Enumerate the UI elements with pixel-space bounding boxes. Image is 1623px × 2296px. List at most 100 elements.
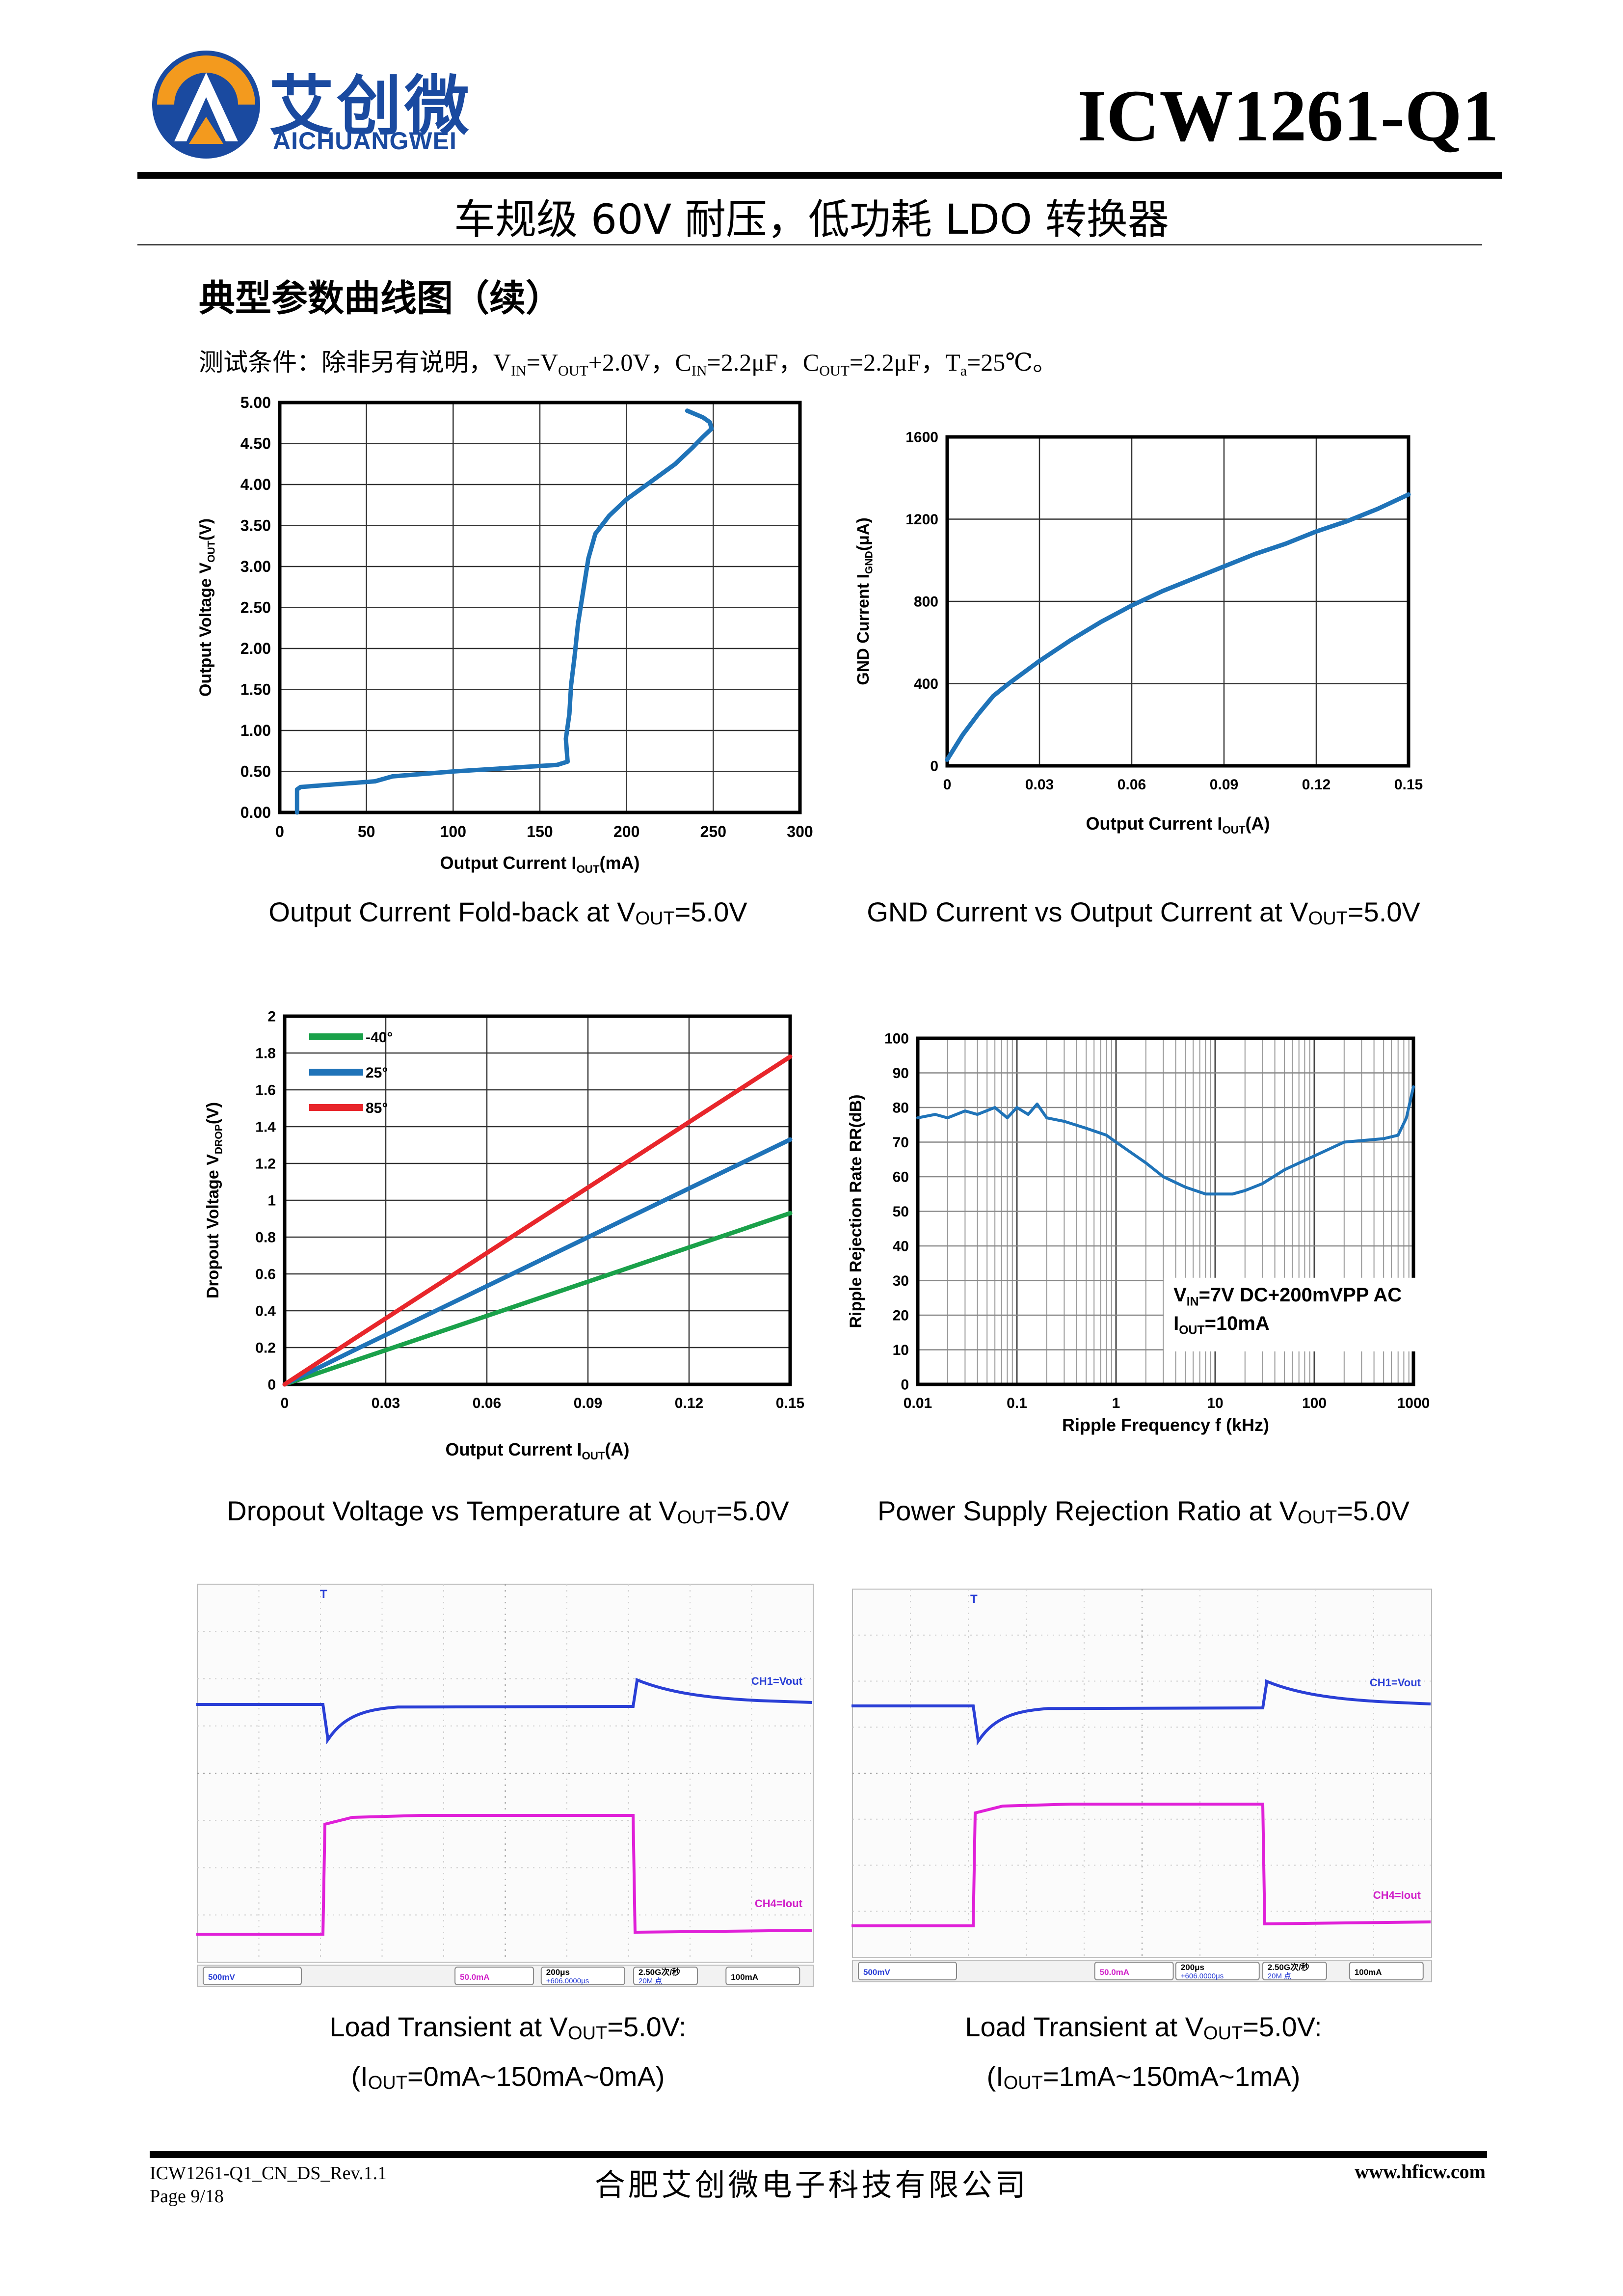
y-tick-label: 1.00 [240,722,271,739]
plot-frame [283,1014,792,1386]
footer-rule [150,2151,1487,2158]
logo-mark-icon [152,51,260,159]
y-tick-label: 60 [893,1169,909,1186]
company-name: 合肥艾创微电子科技有限公司 [594,2167,1029,2203]
scope-load-transient-2: T CH1=Vout CH4=Iout 500mV 50.0mA 200μs+606.00… [851,1588,1436,1986]
y-tick-label: 1200 [905,512,938,528]
ch1-trace [196,1677,813,1745]
label-suffix: (mA) [600,853,640,873]
trigger-marker-icon: T [320,1588,327,1601]
caption-suffix: =5.0V [674,896,747,927]
ch4-trace [196,1814,813,1936]
status-cell [633,1967,698,1985]
trigger-marker-icon: T [970,1593,978,1606]
y-tick-label: 4.50 [240,435,271,453]
chart-psrr: 0.01 0.1 1 10 100 1000 0 10 20 30 40 50 60 70 80 90 100 R… [847,1031,1467,1435]
x-tick-label: 250 [700,823,726,840]
document-subtitle: 车规级 60V 耐压，低功耗 LDO 转换器 [454,195,1169,243]
label-sub: OUT [582,1450,605,1462]
y-tick-label: 3.50 [240,517,271,535]
status-cell [1175,1962,1260,1980]
caption-text: Load Transient at V [329,2011,568,2042]
document-id: ICW1261-Q1_CN_DS_Rev.1.1 [150,2163,387,2184]
cond-part: =V [526,349,559,376]
status-value: 100mA [731,1972,758,1982]
y-tick-label: 4.00 [240,476,271,493]
status-cell [1094,1962,1174,1980]
website-link[interactable]: www.hficw.com [1355,2161,1486,2183]
x-tick-label: 100 [440,823,466,840]
status-sub-value: 20M 点 [1268,1972,1291,1980]
status-sub-value: 20M 点 [639,1977,662,1985]
x-tick-label: 0.09 [574,1395,602,1411]
x-tick-label: 0.03 [1025,777,1054,793]
x-tick-label: 0.12 [675,1395,703,1411]
label-sub: GND [863,551,875,574]
label-text: Output Voltage V [196,562,215,697]
y-tick-label: 0.4 [255,1303,276,1320]
caption-sub: OUT [568,2023,608,2044]
status-cell [1262,1962,1327,1980]
y-tick-label: 2.00 [240,640,271,657]
label-sub: OUT [206,540,217,563]
x-tick-label: 0 [275,823,284,840]
caption-line-2: (IOUT=1mA~150mA~1mA) [834,2055,1453,2105]
cond-part: +2.0V，C [588,349,692,376]
y-tick-label: 0.8 [255,1230,276,1246]
cond-part: =2.2μF，C [707,349,820,376]
x-tick-label: 0.01 [904,1395,932,1411]
cond-part: =2.2μF，T [849,349,960,376]
scope-load-transient-1: T CH1=Vout CH4=Iout 500mV 50.0mA 200μs+606.00… [196,1583,817,1991]
plot-frame [278,401,802,814]
section-title: 典型参数曲线图（续） [199,277,562,320]
series-line [916,1085,1415,1196]
x-tick-label: 0.1 [1007,1395,1027,1411]
y-tick-label: 0 [930,758,938,775]
y-tick-label: 1.50 [240,681,271,699]
y-tick-label: 100 [884,1031,909,1047]
y-tick-label: 2 [267,1009,276,1025]
caption-suffix: =0mA~150mA~0mA) [407,2061,665,2092]
caption-text: Load Transient at V [965,2011,1204,2042]
page-number: Page 9/18 [150,2186,224,2207]
label-suffix: (V) [196,518,215,540]
x-tick-label: 300 [787,823,813,840]
y-tick-label: 2.50 [240,599,271,617]
subtitle-rule [137,244,1482,245]
y-tick-label: 0.50 [240,763,271,781]
plot-frame [945,435,1410,768]
y-tick-label: 1.6 [255,1082,276,1099]
x-tick-label: 10 [1207,1395,1223,1411]
label-suffix: (A) [1246,813,1270,834]
status-value: 200μs [546,1968,570,1977]
label-suffix: =7V DC+200mVPP AC [1199,1284,1402,1306]
legend-label: 85° [366,1100,388,1116]
status-value: 500mV [863,1968,890,1977]
y-tick-label: 1.4 [255,1119,276,1135]
y-tick-label: 1600 [905,430,938,446]
label-text: Output Current I [440,853,576,873]
header-rule [137,172,1502,179]
caption-sub: OUT [1308,908,1348,929]
x-tick-label: 1 [1112,1395,1120,1411]
label-text: Ripple Rejection Rate RR(dB) [847,1094,865,1328]
series-line [294,408,714,815]
company-logo [152,51,260,159]
caption-sub: OUT [1297,1507,1337,1528]
chart-output-current-foldback: 0 50 100 150 200 250 300 0.00 0.50 1.00 1.50 2.00 2.… [196,394,813,875]
y-tick-label: 1 [267,1193,276,1209]
caption-text: (I [351,2061,368,2092]
label-text: Ripple Frequency f (kHz) [1062,1415,1269,1435]
y-tick-label: 20 [893,1308,909,1324]
plot-frame [916,1036,1415,1386]
y-axis-label: GND Current IGND(μA) [854,517,875,685]
y-tick-label: 400 [914,676,938,692]
caption-dropout: Dropout Voltage vs Temperature at VOUT=5… [186,1495,829,1528]
caption-suffix: =5.0V [716,1495,789,1526]
caption-load-transient-2: Load Transient at VOUT=5.0V: (IOUT=1mA~1… [834,2005,1453,2105]
status-cell [203,1967,302,1985]
x-tick-label: 0.12 [1302,777,1330,793]
x-axis-label: Ripple Frequency f (kHz) [1062,1415,1269,1435]
label-sub: IN [1187,1296,1199,1309]
caption-line-1: Load Transient at VOUT=5.0V: [834,2005,1453,2055]
